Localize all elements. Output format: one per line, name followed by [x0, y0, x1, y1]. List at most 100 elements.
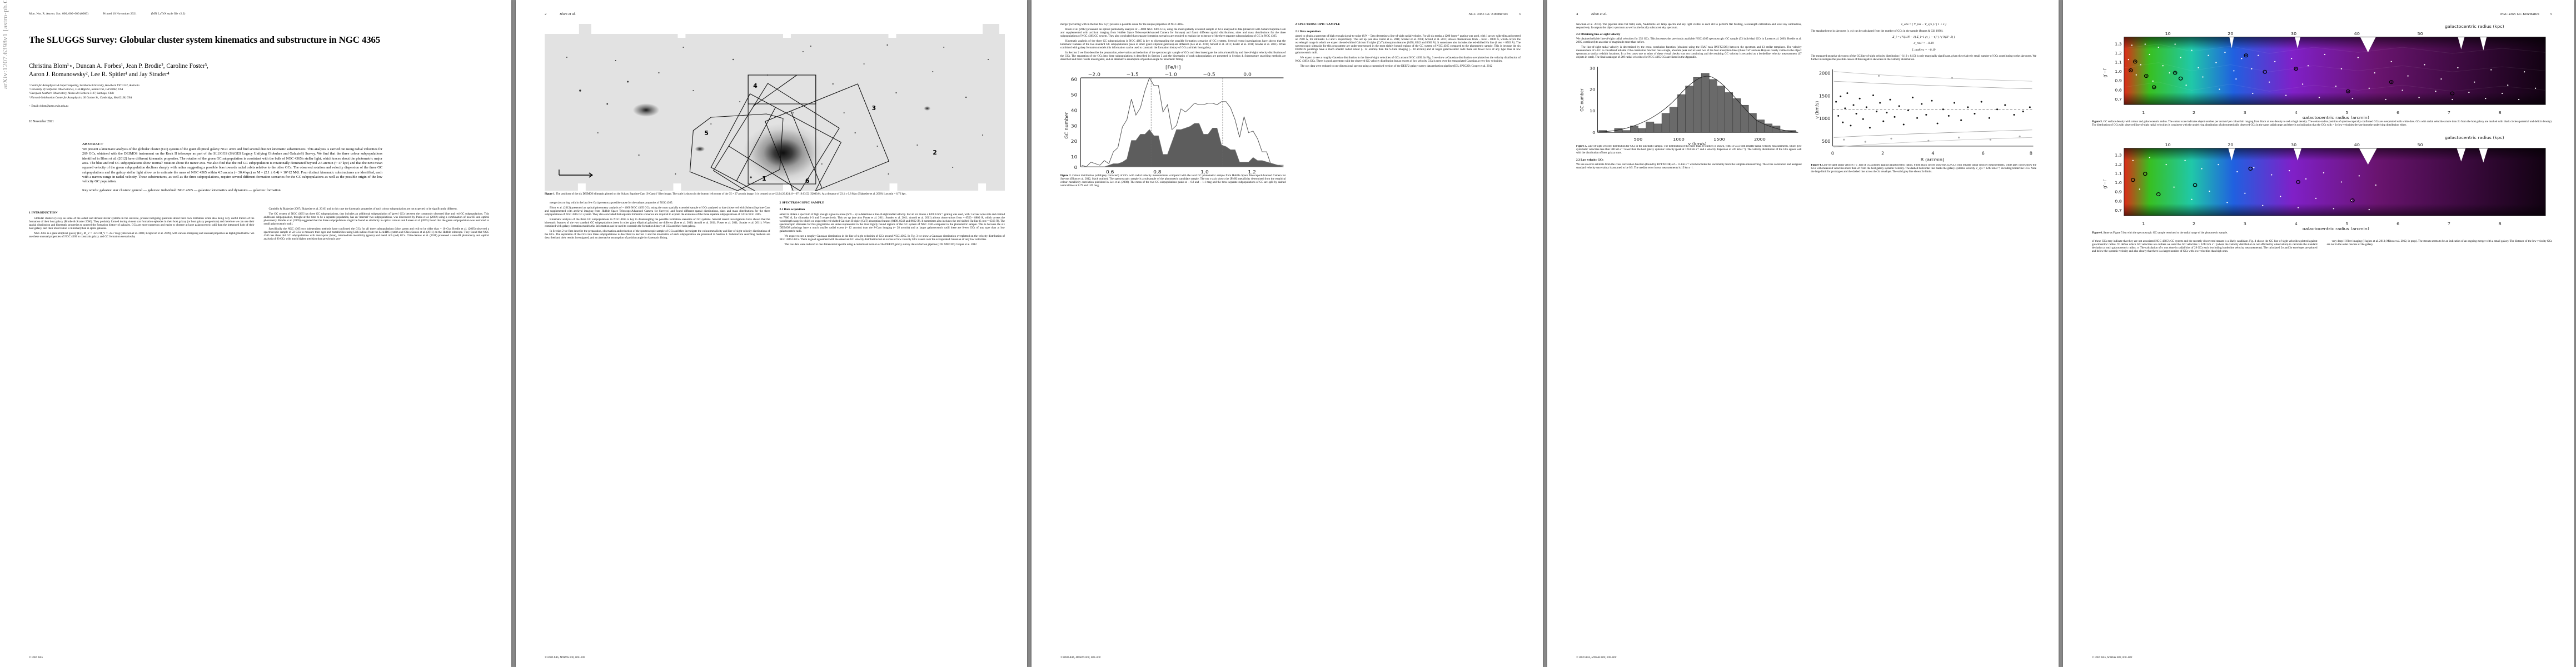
section-heading-spectroscopic: 2 SPECTROSCOPIC SAMPLE [779, 201, 825, 205]
figure-5: galactocentric radius (kpc) 10 20 30 40 … [2092, 22, 2552, 127]
figure-6: galactocentric radius (kpc) 10 20 30 40 … [2092, 133, 2552, 235]
affiliation-1: ¹ Centre for Astrophysics & Supercomputi… [29, 84, 139, 88]
figure-3-histogram: 30 20 10 0 GC number 500 1000 1500 2000 … [1576, 62, 1802, 146]
subsection-heading-los: 2.2 Obtaining line-of-sight velocity [1576, 33, 1621, 36]
subsection-heading-lowvel: 2.3 Low velocity GCs [1576, 158, 1603, 162]
fig2-x-tick: 0.6 [1106, 170, 1114, 175]
footer-copyright: © 0000 RAS, MNRAS 000, 000–000 [1576, 656, 1617, 659]
footer-copyright: © 0000 RAS, MNRAS 000, 000–000 [545, 656, 585, 659]
fig2-top-tick: 0.0 [1243, 72, 1252, 78]
paragraph: The line-of-sight radial velocity is det… [1576, 46, 1802, 59]
figure-5-caption-text: GC surface density with colour and galac… [2092, 121, 2552, 127]
fig3-bars [1598, 73, 1796, 133]
paragraph: Newman et al. 2013). The pipeline does f… [1576, 23, 1802, 29]
fig5-y-tick: 1.3 [2115, 42, 2122, 47]
journal-ref: Mon. Not. R. Astron. Soc. 000, 000–000 (… [29, 12, 89, 16]
fig5-top-axis-label: galactocentric radius (kpc) [2445, 24, 2504, 29]
fig5-top-tick: 50 [2418, 31, 2423, 36]
fig3-y-tick: 10 [1590, 109, 1595, 113]
arxiv-stamp: arXiv:1207.6398v1 [astro-ph.CO] 26 Jul 2… [1, 0, 9, 89]
page-5[interactable]: NGC 4365 GC Kinematics 5 [2063, 0, 2574, 667]
fig4-x-tick: 4 [1931, 151, 1934, 156]
paragraph: The raw data were reduced to one dimensi… [1300, 64, 1493, 68]
figure-1: 4 3 2 5 1 6 Figure 1. The positi [545, 24, 1005, 196]
page-title: The SLUGGS Survey: Globular cluster syst… [29, 34, 381, 45]
fig5-y-tick: 0.9 [2115, 78, 2122, 83]
fig2-top-tick: −2.0 [1088, 72, 1100, 78]
figure-5-caption: Figure 5. GC surface density with colour… [2092, 121, 2552, 127]
fig3-y-tick: 20 [1590, 87, 1595, 92]
page-footer: © 0000 RAS, MNRAS 000, 000–000 [2092, 656, 2552, 659]
abstract-block: ABSTRACT We present a kinematic analysis… [82, 142, 382, 193]
fig6-x-tick: 6 [2396, 221, 2399, 226]
fig5-top-tick: 20 [2228, 31, 2233, 36]
received-date: 10 November 2021 [29, 120, 54, 123]
subsection-heading-data: 2.1 Data acquisition [779, 208, 805, 212]
figure-4-scatter: 2000 1500 1000 500 v (km/s) 0 2 4 6 8 R … [1811, 64, 2036, 165]
page-number: 3 [1518, 12, 1521, 16]
paragraph: of these GCs may indicate that they are … [2092, 239, 2318, 253]
mask-label-3: 3 [872, 104, 876, 112]
footer-copyright: © 0000 RAS, MNRAS 000, 000–000 [2092, 656, 2132, 659]
fig5-top-tick: 40 [2354, 31, 2360, 36]
fig2-y-tick: 30 [1071, 124, 1078, 130]
running-title: Blom et al. [560, 12, 576, 16]
fig6-x-axis-label: galactocentric radius (arcmin) [2303, 226, 2369, 230]
running-title: Blom et al. [1591, 12, 1607, 16]
page-1[interactable]: arXiv:1207.6398v1 [astro-ph.CO] 26 Jul 2… [0, 0, 511, 667]
running-head-page4: 4 Blom et al. [1576, 12, 2036, 16]
figure-1-label: Figure 1. [545, 193, 556, 196]
section-heading-introduction: 1 INTRODUCTION [29, 211, 58, 215]
corresponding-email[interactable]: ⋆ Email: cblom@astro.swin.edu.au [29, 104, 68, 108]
affiliation-3: ³ European Southern Observatory, Alonso … [29, 92, 114, 96]
fig6-x-tick: 2 [2193, 221, 2195, 226]
fig2-x-tick: 0.8 [1153, 170, 1162, 175]
figure-1-caption: Figure 1. The positions of the six DEIMO… [545, 193, 1005, 196]
mask-label-2: 2 [933, 149, 937, 156]
mask-label-1: 1 [762, 175, 766, 182]
paragraph: Blom et al. (2012) presented an optical … [545, 206, 770, 216]
fig5-y-tick: 0.8 [2115, 88, 2122, 93]
fig5-x-tick: 5 [2345, 110, 2348, 115]
page-3[interactable]: NGC 4365 GC Kinematics 3 merger (occurri… [1032, 0, 1543, 667]
footer-copyright: © 0000 RAS [29, 656, 43, 659]
page-footer: © 0000 RAS, MNRAS 000, 000–000 [545, 656, 1005, 659]
figure-2-caption-text: Colour distribution (solid/grey correcte… [1060, 175, 1286, 187]
page-number: 5 [2550, 12, 2552, 16]
section-heading-spectroscopic: 2 SPECTROSCOPIC SAMPLE [1295, 23, 1341, 26]
paragraph: merger (occurring with in the last few G… [1060, 23, 1184, 26]
fig6-y-axis-label: g′−i′ [2102, 179, 2107, 188]
page-4[interactable]: 4 Blom et al. Newman et al. 2013). The p… [1547, 0, 2059, 667]
fig2-x-tick: 1.2 [1248, 170, 1256, 175]
figure-6-caption-text: Same as Figure 5 but with the spectrosco… [2103, 231, 2228, 235]
paragraph: In Section 2 we first describe the prepa… [1060, 51, 1286, 61]
fig2-x-tick: 1.0 [1200, 170, 1209, 175]
fig6-top-tick: 20 [2228, 142, 2233, 147]
page-footer: © 0000 RAS [29, 656, 489, 659]
fig6-y-tick: 0.7 [2115, 208, 2122, 213]
fig5-x-tick: 6 [2396, 110, 2399, 115]
fig6-y-tick: 1.3 [2115, 152, 2122, 157]
fig6-x-tick: 7 [2448, 221, 2450, 226]
fig5-x-axis-label: galactocentric radius (arcmin) [2303, 115, 2369, 119]
running-title: NGC 4365 GC Kinematics [1468, 12, 1508, 16]
fig2-top-tick: −1.5 [1127, 72, 1139, 78]
figure-3-label: Figure 3. [1576, 145, 1587, 148]
figure-6-label: Figure 6. [2092, 231, 2103, 235]
figure-4: 2000 1500 1000 500 v (km/s) 0 2 4 6 8 R … [1811, 64, 2037, 174]
fig4-x-axis-label: R (arcmin) [1920, 158, 1944, 163]
page-number: 2 [545, 12, 547, 16]
fig6-x-tick: 8 [2499, 221, 2502, 226]
paragraph: The raw data were reduced to one dimensi… [784, 242, 977, 246]
figure-4-caption-text: Line-of-sight radial velocity (V_los) of… [1811, 164, 2037, 174]
fig5-velocity-outliers [2128, 53, 2455, 96]
fig3-x-tick: 1000 [1673, 137, 1685, 142]
fig6-top-tick: 10 [2165, 142, 2171, 147]
paragraph: The GC system of NGC 4365 has three GC s… [263, 212, 490, 226]
paragraph: aimed to obtain a spectrum of high enoug… [1295, 34, 1521, 54]
page-2[interactable]: 2 Blom et al. [516, 0, 1027, 667]
latex-style: (MN LaTeX style file v2.2) [151, 12, 186, 16]
fig5-y-tick: 1.1 [2115, 60, 2122, 65]
paragraph: Kinematic analysis of the three GC subpo… [545, 217, 770, 228]
